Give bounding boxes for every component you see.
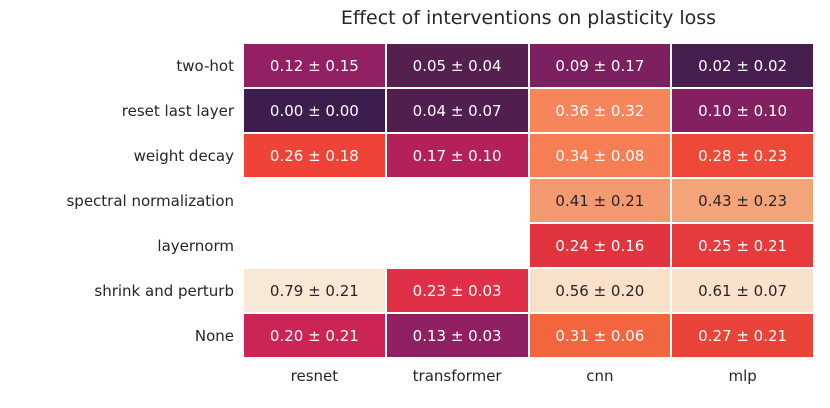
heatmap-cell-spectral-normalization-mlp: 0.43 ± 0.23 [671, 178, 814, 223]
heatmap-cell-weight-decay-cnn: 0.34 ± 0.08 [528, 133, 672, 178]
column-label-cnn: cnn [586, 367, 614, 385]
heatmap-cell-shrink-and-perturb-transformer: 0.23 ± 0.03 [385, 268, 529, 313]
heatmap-cell-none-mlp: 0.27 ± 0.21 [671, 313, 814, 358]
heatmap-cell-none-resnet: 0.20 ± 0.21 [243, 313, 386, 358]
heatmap-cell-layernorm-transformer [385, 223, 529, 268]
column-label-mlp: mlp [728, 367, 757, 385]
heatmap-row-reset-last-layer: reset last layer 0.00 ± 0.00 0.04 ± 0.07 0.… [0, 88, 814, 133]
x-axis-spacer [0, 367, 243, 385]
heatmap-cell-shrink-and-perturb-cnn: 0.56 ± 0.20 [528, 268, 672, 313]
heatmap-cell-weight-decay-transformer: 0.17 ± 0.10 [385, 133, 529, 178]
heatmap-cell-two-hot-mlp: 0.02 ± 0.02 [671, 43, 814, 88]
heatmap-cell-weight-decay-mlp: 0.28 ± 0.23 [671, 133, 814, 178]
heatmap-cell-layernorm-cnn: 0.24 ± 0.16 [528, 223, 672, 268]
column-label-transformer: transformer [412, 367, 502, 385]
row-label-weight-decay: weight decay [133, 146, 234, 165]
heatmap-cell-reset-last-layer-transformer: 0.04 ± 0.07 [385, 88, 529, 133]
heatmap-row-two-hot: two-hot 0.12 ± 0.15 0.05 ± 0.04 0.09 ± 0.17… [0, 43, 814, 88]
row-label-shrink-and-perturb: shrink and perturb [94, 281, 234, 300]
heatmap-cell-reset-last-layer-cnn: 0.36 ± 0.32 [528, 88, 672, 133]
row-label-two-hot: two-hot [176, 56, 234, 75]
column-label-resnet: resnet [290, 367, 339, 385]
chart-title: Effect of interventions on plasticity lo… [340, 7, 717, 29]
heatmap-cell-spectral-normalization-resnet [243, 178, 386, 223]
heatmap-cell-layernorm-resnet [243, 223, 386, 268]
row-label-none: None [194, 326, 234, 345]
row-label-spectral-normalization: spectral normalization [66, 191, 234, 210]
heatmap-cell-none-transformer: 0.13 ± 0.03 [385, 313, 529, 358]
heatmap-cell-shrink-and-perturb-mlp: 0.61 ± 0.07 [671, 268, 814, 313]
heatmap-cell-two-hot-resnet: 0.12 ± 0.15 [243, 43, 386, 88]
heatmap-cell-two-hot-cnn: 0.09 ± 0.17 [528, 43, 672, 88]
heatmap-cell-spectral-normalization-cnn: 0.41 ± 0.21 [528, 178, 672, 223]
heatmap-cell-weight-decay-resnet: 0.26 ± 0.18 [243, 133, 386, 178]
heatmap-cell-two-hot-transformer: 0.05 ± 0.04 [385, 43, 529, 88]
heatmap-cell-spectral-normalization-transformer [385, 178, 529, 223]
heatmap-row-weight-decay: weight decay 0.26 ± 0.18 0.17 ± 0.10 0.34 ±… [0, 133, 814, 178]
heatmap-cell-layernorm-mlp: 0.25 ± 0.21 [671, 223, 814, 268]
heatmap-row-spectral-normalization: spectral normalization 0.41 ± 0.21 0.43 ± … [0, 178, 814, 223]
x-axis-labels: resnet transformer cnn mlp [0, 367, 814, 385]
row-label-reset-last-layer: reset last layer [121, 101, 234, 120]
heatmap-cell-shrink-and-perturb-resnet: 0.79 ± 0.21 [243, 268, 386, 313]
heatmap-cell-reset-last-layer-resnet: 0.00 ± 0.00 [243, 88, 386, 133]
heatmap-row-shrink-and-perturb: shrink and perturb 0.79 ± 0.21 0.23 ± 0.03… [0, 268, 814, 313]
heatmap-cell-reset-last-layer-mlp: 0.10 ± 0.10 [671, 88, 814, 133]
row-label-layernorm: layernorm [157, 236, 234, 255]
heatmap-grid: two-hot 0.12 ± 0.15 0.05 ± 0.04 0.09 ± 0.17… [0, 43, 814, 385]
heatmap-row-none: None 0.20 ± 0.21 0.13 ± 0.03 0.31 ± 0.06 0.2… [0, 313, 814, 358]
heatmap-row-layernorm: layernorm 0.24 ± 0.16 0.25 ± 0.21 [0, 223, 814, 268]
heatmap-cell-none-cnn: 0.31 ± 0.06 [528, 313, 672, 358]
